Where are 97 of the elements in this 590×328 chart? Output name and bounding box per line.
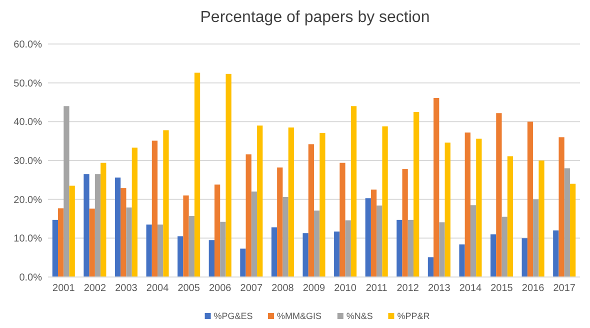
legend-label: %PP&R (397, 311, 430, 321)
bar (308, 144, 314, 277)
x-tick-label: 2007 (240, 283, 263, 294)
x-tick-label: 2012 (396, 283, 420, 294)
bar (334, 232, 340, 277)
bar (158, 224, 164, 277)
bar (365, 198, 371, 277)
bar (100, 162, 106, 277)
chart-title: Percentage of papers by section (200, 9, 430, 26)
y-tick-label: 0.0% (19, 272, 42, 284)
bar (570, 184, 576, 277)
bar (220, 222, 226, 277)
bar (434, 98, 440, 277)
bar (114, 178, 121, 277)
legend-label: %N&S (346, 311, 373, 321)
x-tick-label: 2005 (178, 283, 200, 294)
x-tick-label: 2004 (146, 283, 170, 294)
y-tick-label: 20.0% (14, 194, 42, 206)
bar (58, 208, 64, 277)
bar (64, 106, 70, 277)
x-tick-label: 2015 (490, 283, 514, 294)
bar (558, 137, 564, 277)
bar (282, 197, 288, 277)
bar (396, 220, 402, 277)
bar (350, 106, 357, 277)
bar (246, 154, 252, 277)
legend-label: %PG&ES (214, 311, 253, 321)
bar (214, 184, 220, 277)
bar (146, 224, 152, 277)
x-tick-label: 2010 (334, 283, 357, 294)
x-tick-label: 2013 (428, 283, 451, 294)
bar (476, 138, 482, 277)
bar (428, 257, 434, 277)
bar (314, 210, 320, 277)
bar (408, 220, 414, 277)
bar (507, 156, 514, 277)
bar (340, 162, 346, 277)
bar (126, 207, 132, 277)
bar (470, 205, 476, 277)
bar (464, 132, 470, 277)
bar (240, 248, 246, 277)
bar (439, 222, 445, 277)
bar (226, 74, 232, 277)
bar (496, 113, 502, 277)
bar (527, 122, 534, 277)
bar (502, 216, 508, 277)
bar (302, 233, 308, 277)
bar (194, 72, 200, 277)
bar (69, 186, 75, 277)
bar (257, 126, 263, 277)
bar (459, 244, 465, 277)
bar (414, 112, 420, 277)
bar (538, 160, 544, 277)
bar (120, 188, 126, 277)
x-tick-label: 2017 (553, 283, 576, 294)
bar (444, 142, 450, 277)
y-tick-label: 50.0% (14, 78, 42, 90)
bar (345, 220, 351, 277)
bar (163, 130, 169, 277)
bar (94, 174, 101, 277)
bar (271, 227, 278, 277)
y-tick-label: 40.0% (14, 117, 42, 128)
y-tick-label: 30.0% (14, 156, 42, 167)
x-tick-label: 2009 (302, 283, 326, 294)
bar (208, 240, 214, 277)
bar (490, 234, 496, 277)
bar (183, 195, 189, 277)
bar (320, 132, 326, 277)
bar (89, 208, 95, 277)
x-tick-label: 2006 (208, 283, 232, 294)
bar (522, 238, 528, 277)
bar (132, 148, 138, 277)
bar (178, 236, 184, 277)
x-tick-label: 2002 (84, 283, 106, 294)
x-tick-label: 2014 (459, 283, 482, 294)
bar (288, 127, 294, 277)
bar (52, 220, 58, 277)
bar (251, 192, 258, 277)
y-tick-label: 60.0% (14, 40, 42, 50)
bar (533, 199, 539, 277)
x-tick-label: 2001 (52, 283, 76, 294)
bar (152, 140, 158, 277)
bar (553, 230, 559, 277)
bar (188, 216, 194, 277)
x-tick-label: 2016 (522, 283, 545, 294)
bar (277, 167, 283, 277)
y-tick-label: 10.0% (14, 234, 42, 245)
bar (382, 126, 388, 277)
bar (370, 190, 377, 277)
x-tick-label: 2003 (115, 283, 138, 294)
bar (564, 168, 570, 277)
bar (402, 169, 408, 277)
legend-label: %MM&GIS (277, 311, 322, 321)
x-tick-label: 2008 (272, 283, 294, 294)
bar (84, 174, 90, 277)
bar (376, 206, 382, 277)
x-tick-label: 2011 (366, 283, 388, 294)
